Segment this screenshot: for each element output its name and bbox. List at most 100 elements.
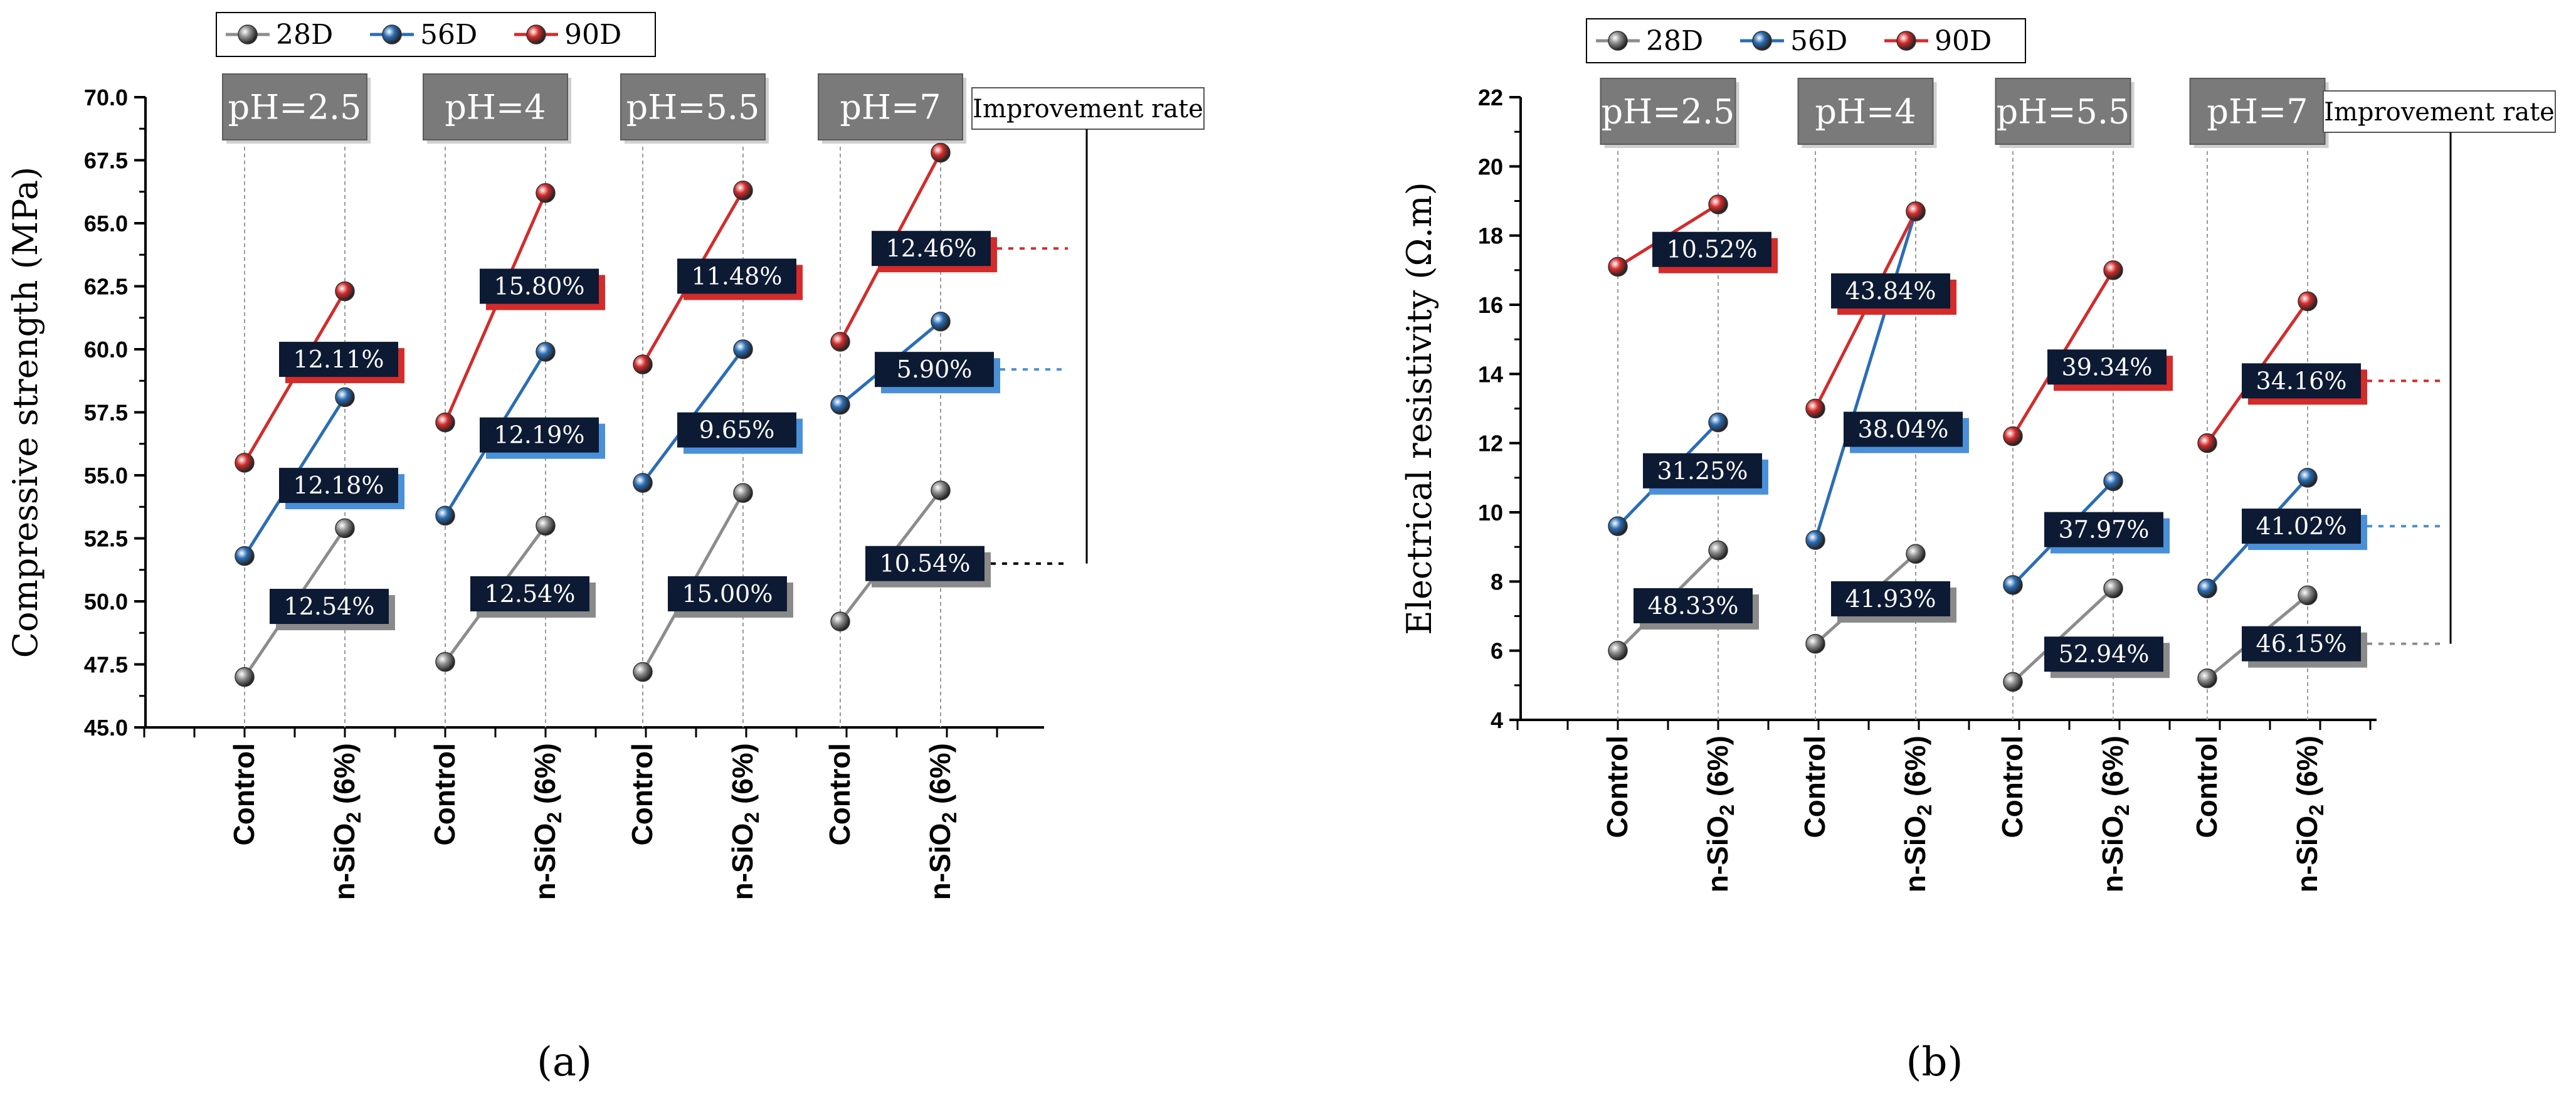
legend-label-90D: 90D bbox=[1935, 25, 1992, 57]
rate-label-28D: 12.54% bbox=[284, 593, 375, 620]
data-point-90D bbox=[2003, 426, 2023, 446]
data-point-56D bbox=[335, 387, 355, 408]
rate-label-28D: 12.54% bbox=[485, 580, 576, 608]
y-tick-label: 47.5 bbox=[84, 652, 128, 678]
rate-label-90D: 11.48% bbox=[692, 262, 783, 290]
ph-label: pH=4 bbox=[445, 88, 546, 127]
rate-label-box-56D bbox=[480, 417, 599, 453]
data-point-90D bbox=[830, 332, 850, 352]
x-category-nsio2: n-SiO2 (6%) bbox=[2291, 736, 2328, 892]
x-category-control: Control bbox=[2190, 736, 2223, 838]
y-tick-label: 8 bbox=[1491, 569, 1503, 594]
rate-label-box-56D bbox=[2242, 509, 2361, 544]
data-point-90D bbox=[1805, 398, 1825, 419]
data-point-28D bbox=[2197, 668, 2217, 689]
ph-label: pH=4 bbox=[1815, 92, 1916, 132]
data-point-90D bbox=[1906, 201, 1926, 221]
data-point-28D bbox=[2103, 578, 2123, 599]
rate-label-box-56D bbox=[2044, 512, 2163, 547]
y-tick-label: 12 bbox=[1478, 431, 1503, 457]
legend-box bbox=[1586, 18, 2026, 63]
rate-label-box-28D bbox=[2044, 636, 2163, 672]
x-category-control: Control bbox=[1798, 736, 1831, 838]
data-point-28D bbox=[931, 480, 951, 500]
rate-label-box-90D bbox=[480, 268, 599, 304]
data-point-90D bbox=[2298, 291, 2318, 312]
data-point-28D bbox=[536, 515, 556, 536]
data-point-28D bbox=[1906, 544, 1926, 564]
x-category-control: Control bbox=[1601, 736, 1634, 838]
panel-label: (a) bbox=[537, 1039, 592, 1085]
data-point-56D bbox=[2103, 471, 2123, 492]
y-tick-label: 18 bbox=[1478, 223, 1503, 249]
rate-label-90D: 39.34% bbox=[2062, 353, 2153, 381]
rate-label-28D: 52.94% bbox=[2059, 640, 2150, 668]
data-point-56D bbox=[235, 546, 255, 566]
data-point-90D bbox=[2103, 260, 2123, 280]
ph-box bbox=[2189, 78, 2326, 145]
rate-label-box-90D bbox=[279, 342, 398, 377]
x-category-nsio2: n-SiO2 (6%) bbox=[924, 743, 961, 900]
rate-label-28D: 41.93% bbox=[1845, 585, 1936, 613]
rate-label-90D: 10.52% bbox=[1667, 236, 1758, 263]
legend-marker-28D bbox=[1608, 31, 1628, 51]
rate-label-90D: 12.46% bbox=[886, 235, 977, 262]
data-point-56D bbox=[1608, 516, 1628, 536]
y-tick-label: 67.5 bbox=[84, 148, 128, 174]
data-point-56D bbox=[2197, 578, 2217, 599]
data-point-28D bbox=[633, 662, 653, 682]
data-point-90D bbox=[931, 142, 951, 163]
improvement-rate-label: Improvement rate bbox=[2324, 98, 2555, 127]
rate-label-box-28D bbox=[2242, 626, 2361, 662]
data-point-28D bbox=[335, 518, 355, 539]
legend-label-90D: 90D bbox=[564, 19, 621, 51]
panel-b-chart: 4 6 8 10 12 14 16 18 20 22 Electrical resistivity … bbox=[1400, 18, 2556, 1085]
y-tick-label: 10 bbox=[1478, 500, 1503, 525]
ph-box bbox=[620, 73, 766, 140]
ph-label: pH=7 bbox=[2207, 92, 2308, 132]
rate-label-box-90D bbox=[872, 231, 991, 267]
rate-label-56D: 9.65% bbox=[699, 416, 775, 444]
x-category-control: Control bbox=[228, 743, 260, 846]
rate-label-box-56D bbox=[279, 468, 398, 504]
y-tick-label: 57.5 bbox=[84, 400, 128, 426]
rate-label-box-56D bbox=[875, 352, 994, 388]
x-category-control: Control bbox=[428, 743, 461, 846]
data-point-28D bbox=[830, 611, 850, 631]
legend-label-56D: 56D bbox=[1790, 25, 1847, 57]
series-line-28D bbox=[2012, 587, 2114, 684]
data-point-28D bbox=[1708, 540, 1728, 561]
ph-box bbox=[1995, 78, 2131, 145]
x-category-control: Control bbox=[626, 743, 658, 846]
data-point-56D bbox=[435, 505, 455, 526]
data-point-90D bbox=[235, 453, 255, 473]
y-tick-label: 65.0 bbox=[84, 211, 128, 236]
ph-label: pH=2.5 bbox=[228, 88, 362, 127]
data-point-28D bbox=[235, 667, 255, 687]
ph-box bbox=[423, 73, 568, 140]
ph-label: pH=5.5 bbox=[1997, 92, 2130, 132]
data-point-56D bbox=[830, 394, 850, 415]
ph-box bbox=[1797, 78, 1934, 145]
rate-label-box-28D bbox=[1831, 581, 1950, 616]
rate-label-box-90D bbox=[1652, 231, 1771, 267]
legend-label-28D: 28D bbox=[1646, 25, 1703, 57]
legend-marker-28D bbox=[238, 24, 258, 45]
rate-label-28D: 10.54% bbox=[880, 550, 971, 578]
data-point-56D bbox=[2003, 575, 2023, 595]
data-point-90D bbox=[733, 180, 753, 201]
rate-label-90D: 34.16% bbox=[2256, 367, 2347, 394]
data-point-90D bbox=[633, 354, 653, 374]
data-point-56D bbox=[1708, 412, 1728, 433]
data-point-56D bbox=[2298, 468, 2318, 488]
legend-marker-56D bbox=[382, 24, 402, 45]
ph-box bbox=[1600, 78, 1736, 145]
ph-label: pH=7 bbox=[840, 88, 941, 127]
legend-marker-90D bbox=[526, 24, 546, 45]
improvement-rate-label: Improvement rate bbox=[973, 95, 1203, 124]
data-point-56D bbox=[1805, 530, 1825, 550]
y-tick-label: 55.0 bbox=[84, 463, 128, 488]
y-axis-label: Compressive strength (MPa) bbox=[6, 167, 45, 658]
legend-label-28D: 28D bbox=[276, 19, 333, 51]
